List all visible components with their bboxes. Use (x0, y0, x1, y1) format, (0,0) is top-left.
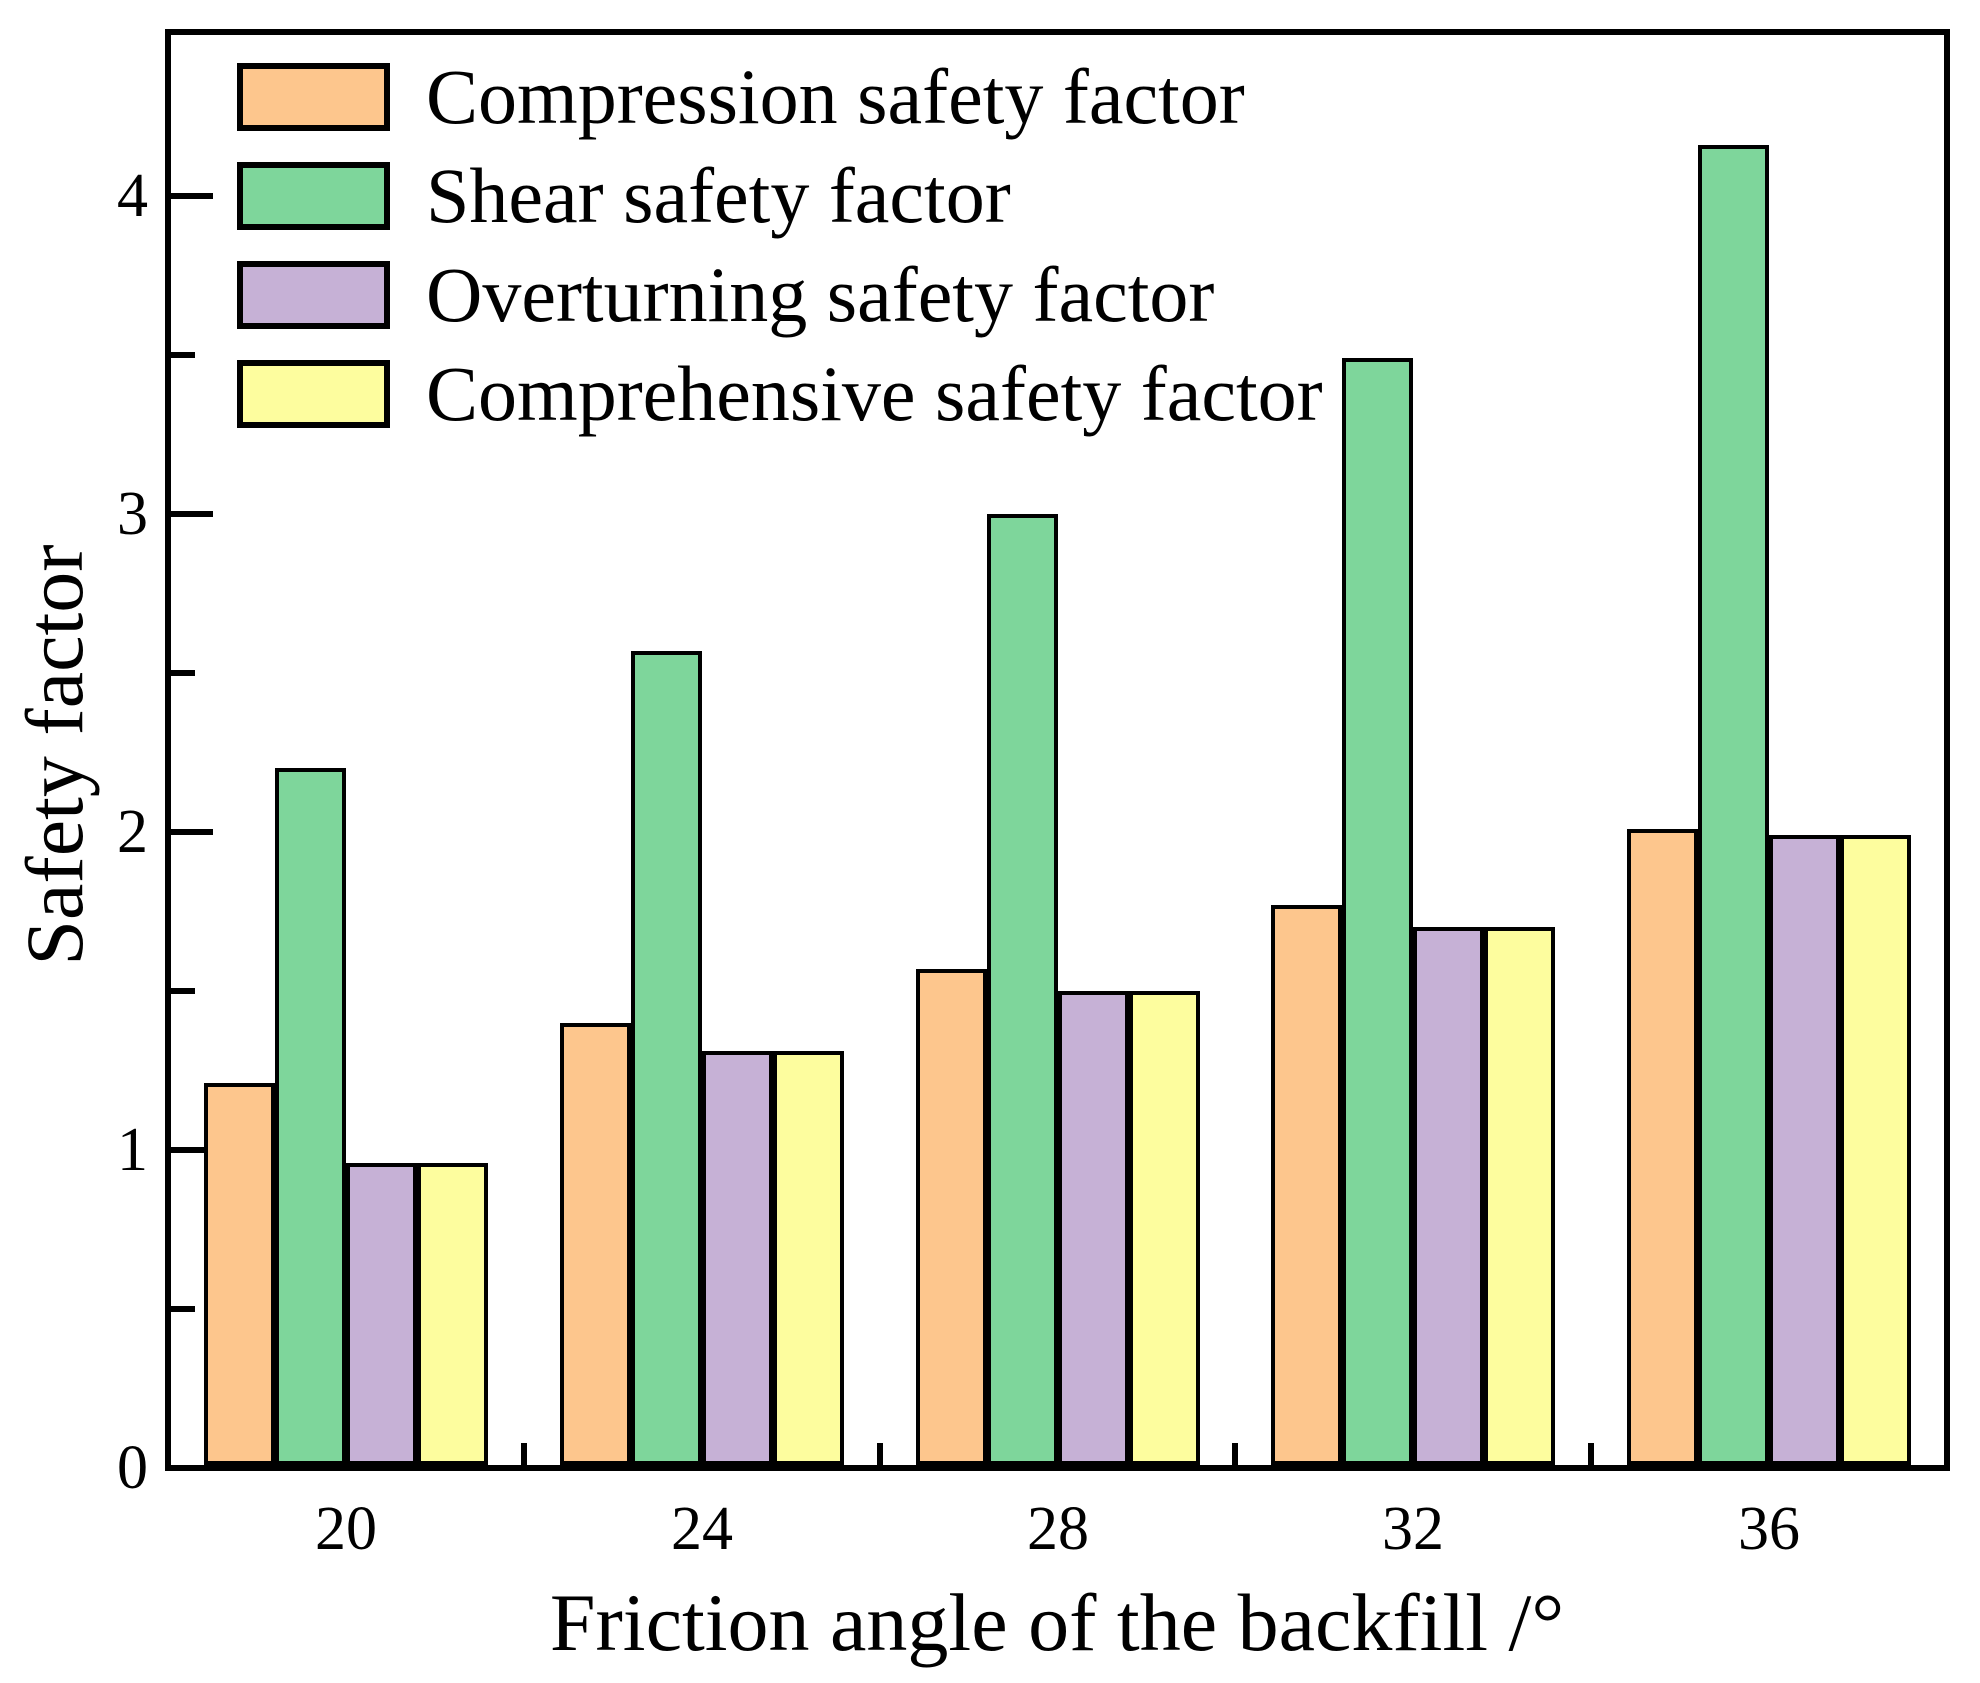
y-major-tick (171, 193, 213, 199)
bar-series1-cat32 (1271, 905, 1342, 1465)
legend-swatch-icon (237, 162, 390, 230)
y-minor-tick (171, 988, 195, 994)
x-axis-title: Friction angle of the backfill /° (549, 1577, 1565, 1668)
x-tick-label: 20 (315, 1495, 377, 1563)
bar-series3-cat24 (702, 1051, 773, 1465)
y-major-tick (171, 1147, 213, 1153)
y-major-tick (171, 829, 213, 835)
y-tick-label: 4 (117, 162, 148, 230)
y-axis-title: Safety factor (9, 544, 100, 966)
legend-label: Overturning safety factor (426, 251, 1215, 338)
y-minor-tick (171, 1306, 195, 1312)
x-minor-tick (521, 1443, 527, 1465)
y-minor-tick (171, 352, 195, 358)
x-minor-tick (877, 1443, 883, 1465)
y-tick-label: 0 (117, 1434, 148, 1502)
legend-swatch-icon (237, 261, 390, 329)
bar-series4-cat24 (773, 1051, 844, 1465)
bar-series1-cat28 (916, 969, 987, 1465)
bar-series2-cat28 (987, 514, 1058, 1465)
bar-series3-cat28 (1058, 991, 1129, 1465)
bar-series2-cat20 (275, 768, 346, 1465)
bar-series4-cat28 (1129, 991, 1200, 1465)
legend-swatch-icon (237, 63, 390, 131)
bar-series4-cat20 (417, 1163, 488, 1465)
y-tick-label: 1 (117, 1116, 148, 1184)
legend-row: Overturning safety factor (237, 254, 1214, 336)
x-tick-label: 24 (671, 1495, 733, 1563)
bar-series1-cat36 (1627, 829, 1698, 1465)
bar-series1-cat24 (560, 1023, 631, 1465)
bar-series4-cat32 (1484, 927, 1555, 1465)
x-tick-label: 32 (1382, 1495, 1444, 1563)
legend-label: Compression safety factor (426, 53, 1245, 140)
x-tick-label: 28 (1027, 1495, 1089, 1563)
legend-row: Shear safety factor (237, 155, 1011, 237)
x-tick-label: 36 (1738, 1495, 1800, 1563)
bar-series1-cat20 (204, 1083, 275, 1465)
bar-series4-cat36 (1840, 835, 1911, 1465)
bar-series3-cat36 (1769, 835, 1840, 1465)
x-minor-tick (1588, 1443, 1594, 1465)
y-minor-tick (171, 670, 195, 676)
legend-row: Comprehensive safety factor (237, 353, 1323, 435)
bar-series3-cat32 (1413, 927, 1484, 1465)
legend-swatch-icon (237, 360, 390, 428)
y-tick-label: 2 (117, 798, 148, 866)
y-major-tick (171, 511, 213, 517)
y-tick-label: 3 (117, 480, 148, 548)
legend-label: Comprehensive safety factor (426, 350, 1323, 437)
bar-series2-cat24 (631, 651, 702, 1465)
bar-series2-cat32 (1342, 358, 1413, 1465)
bar-series3-cat20 (346, 1163, 417, 1465)
bar-series2-cat36 (1698, 145, 1769, 1465)
x-minor-tick (1232, 1443, 1238, 1465)
legend-row: Compression safety factor (237, 56, 1245, 138)
legend-label: Shear safety factor (426, 152, 1011, 239)
